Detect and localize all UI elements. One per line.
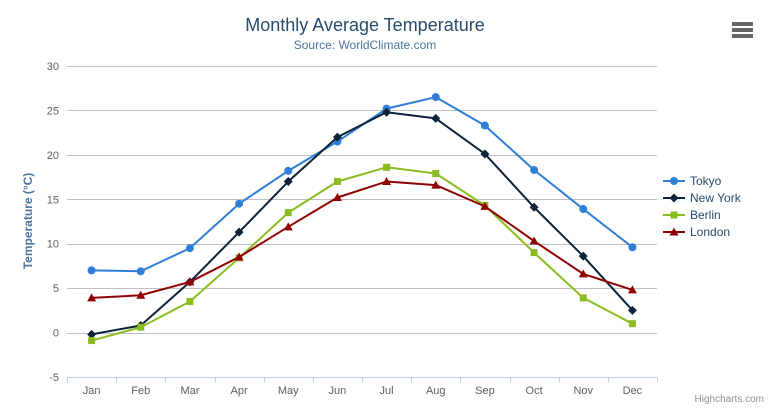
data-point-new-york[interactable] [627, 305, 637, 315]
x-axis-label: Aug [426, 385, 446, 397]
legend-label: Tokyo [690, 173, 722, 188]
data-point-berlin[interactable] [333, 178, 341, 186]
legend-item-berlin[interactable]: Berlin [663, 206, 741, 223]
legend-item-tokyo[interactable]: Tokyo [663, 172, 741, 189]
data-point-tokyo[interactable] [284, 166, 293, 175]
data-point-new-york[interactable] [431, 113, 441, 123]
legend-label: London [690, 224, 731, 239]
x-axis-label: Feb [131, 385, 150, 397]
data-point-london[interactable] [283, 222, 293, 231]
data-point-new-york[interactable] [382, 107, 392, 117]
y-axis-label: 0 [53, 328, 59, 340]
data-point-london[interactable] [480, 201, 490, 210]
diamond-marker-icon [663, 193, 685, 202]
x-axis-label: Mar [180, 385, 199, 397]
data-point-berlin[interactable] [186, 297, 194, 305]
y-axis-label: 15 [47, 194, 59, 206]
y-axis-label: 25 [47, 105, 59, 117]
data-point-tokyo[interactable] [136, 267, 145, 276]
data-point-tokyo[interactable] [235, 199, 244, 208]
chart-title: Monthly Average Temperature [245, 15, 485, 35]
data-point-new-york[interactable] [332, 132, 342, 142]
credits-link[interactable]: Highcharts.com [694, 394, 764, 405]
x-axis-label: Jun [329, 385, 347, 397]
hamburger-icon [732, 34, 753, 38]
legend-label: Berlin [690, 207, 721, 222]
data-point-berlin[interactable] [88, 337, 96, 345]
legend-label: New York [690, 190, 741, 205]
y-axis-label: -5 [49, 372, 59, 384]
series-new-york [87, 107, 637, 339]
triangle-marker-icon [669, 227, 679, 235]
y-axis-label: 10 [47, 239, 59, 251]
series-berlin [88, 163, 636, 345]
data-point-london[interactable] [234, 252, 244, 261]
data-point-new-york[interactable] [529, 202, 539, 212]
data-point-tokyo[interactable] [530, 165, 539, 174]
data-point-london[interactable] [431, 180, 441, 189]
data-point-london[interactable] [332, 193, 342, 202]
data-point-london[interactable] [627, 285, 637, 294]
data-point-new-york[interactable] [480, 149, 490, 159]
square-marker-icon [663, 211, 685, 218]
x-axis-label: Apr [231, 385, 248, 397]
series-line-tokyo [90, 96, 634, 273]
series-line-berlin [90, 166, 634, 342]
series-line-london [90, 180, 634, 299]
series-tokyo [87, 93, 637, 276]
data-point-tokyo[interactable] [87, 266, 96, 275]
chart-context-menu-button[interactable] [732, 22, 753, 38]
square-marker-icon [670, 211, 678, 218]
data-point-tokyo[interactable] [185, 244, 194, 253]
circle-marker-icon [670, 176, 678, 185]
chart-subtitle: Source: WorldClimate.com [293, 38, 437, 52]
data-point-london[interactable] [87, 293, 97, 302]
data-point-london[interactable] [382, 177, 392, 186]
data-point-london[interactable] [185, 277, 195, 286]
series-line-new-york [90, 111, 634, 336]
data-point-new-york[interactable] [283, 177, 293, 187]
x-axis-label: Dec [623, 385, 643, 397]
series-london [87, 177, 637, 302]
hamburger-icon [732, 22, 753, 26]
data-point-new-york[interactable] [87, 329, 97, 339]
circle-marker-icon [663, 176, 685, 185]
data-point-london[interactable] [529, 236, 539, 245]
y-axis-label: 5 [53, 283, 59, 295]
legend-item-new-york[interactable]: New York [663, 189, 741, 206]
data-point-new-york[interactable] [234, 227, 244, 237]
data-point-new-york[interactable] [578, 251, 588, 261]
data-point-london[interactable] [136, 290, 146, 299]
data-point-tokyo[interactable] [579, 205, 588, 214]
legend: Tokyo New York Berlin London [663, 172, 741, 240]
data-point-berlin[interactable] [383, 163, 391, 171]
x-axis-label: May [278, 385, 299, 397]
data-point-berlin[interactable] [137, 323, 145, 331]
y-axis-label: 30 [47, 61, 59, 73]
x-axis-label: Nov [573, 385, 593, 397]
data-point-berlin[interactable] [579, 294, 587, 302]
data-point-berlin[interactable] [628, 320, 636, 328]
data-point-berlin[interactable] [432, 170, 440, 178]
x-axis-label: Jan [83, 385, 101, 397]
triangle-marker-icon [663, 227, 685, 235]
y-axis-title: Temperature (°C) [21, 172, 35, 270]
hamburger-icon [732, 28, 753, 32]
x-axis-label: Oct [526, 385, 543, 397]
legend-item-london[interactable]: London [663, 223, 741, 240]
x-axis-label: Jul [380, 385, 394, 397]
diamond-marker-icon [669, 193, 679, 202]
data-point-tokyo[interactable] [431, 93, 440, 102]
data-point-tokyo[interactable] [628, 243, 637, 252]
data-point-berlin[interactable] [284, 209, 292, 217]
data-point-tokyo[interactable] [480, 121, 489, 130]
y-axis-label: 20 [47, 150, 59, 162]
x-axis-label: Sep [475, 385, 495, 397]
data-point-london[interactable] [578, 269, 588, 278]
data-point-berlin[interactable] [530, 249, 538, 257]
